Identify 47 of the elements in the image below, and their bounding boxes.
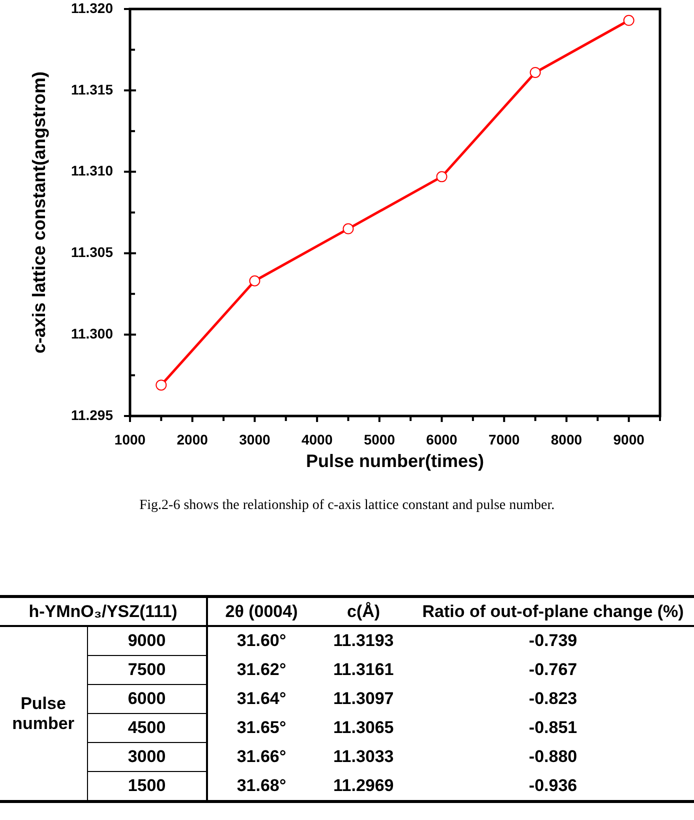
data-label: 31.64°: [236, 688, 288, 710]
y-tick-label: 9000: [87, 626, 208, 656]
x-tick-label: 4000: [301, 431, 333, 448]
data-label: -0.823: [528, 688, 578, 710]
chart-title: h-YMnO₃/YSZ(111): [0, 596, 208, 626]
y-tick-label: 4500: [87, 714, 208, 742]
y-tick-label: 6000: [87, 684, 208, 714]
y-tick-label: 11.295: [70, 406, 114, 423]
x-tick-label: 9000: [613, 431, 645, 448]
x-tick-label: 7000: [488, 431, 520, 448]
y-tick-label: 11.315: [70, 81, 114, 98]
data-label: 11.3161: [332, 659, 395, 681]
data-label: -0.739: [528, 630, 578, 652]
x-tick-label: 8000: [550, 431, 582, 448]
data-label: -0.936: [412, 772, 694, 802]
x-tick-label: 5000: [364, 431, 396, 448]
data-label: 31.66°: [236, 746, 288, 768]
y-tick-label: 11.305: [70, 244, 114, 260]
data-label: 11.3065: [332, 717, 395, 739]
y-tick-label: 11.310: [70, 162, 114, 179]
x-tick-label: 1000: [114, 431, 146, 448]
y-tick-label: 1500: [87, 772, 208, 802]
data-label: 31.62°: [236, 659, 288, 681]
data-label: 31.65°: [236, 717, 288, 739]
y-tick-label: 11.300: [70, 325, 114, 342]
x-tick-label: 2θ (0004): [207, 596, 316, 626]
x-tick-label: 3000: [239, 431, 270, 448]
y-axis-title: Pulse number: [0, 626, 87, 802]
y-tick-label: 7500: [87, 656, 208, 684]
data-label: 11.3193: [332, 630, 395, 652]
x-tick-label: Ratio of out-of-plane change (%): [412, 596, 694, 626]
x-tick-label: 2000: [176, 431, 208, 448]
data-label: 11.2969: [315, 772, 412, 802]
x-axis-title: Pulse number(times): [306, 451, 484, 472]
y-axis-title: c-axis lattice constant(angstrom): [28, 71, 49, 354]
data-label: 11.3097: [332, 688, 395, 710]
data-label: -0.767: [528, 659, 578, 681]
x-tick-label: c(Å): [315, 596, 412, 626]
data-label: -0.880: [528, 746, 578, 768]
data-label: 31.68°: [207, 772, 316, 802]
data-label: 11.3033: [332, 746, 395, 768]
data-label: 31.60°: [236, 630, 288, 652]
y-tick-label: 11.320: [70, 0, 114, 16]
x-tick-label: 6000: [426, 431, 458, 448]
data-label: -0.851: [528, 717, 578, 739]
y-tick-label: 3000: [87, 742, 208, 772]
caption: Fig.2-6 shows the relationship of c-axis lattice constant and pulse number.: [138, 498, 556, 514]
